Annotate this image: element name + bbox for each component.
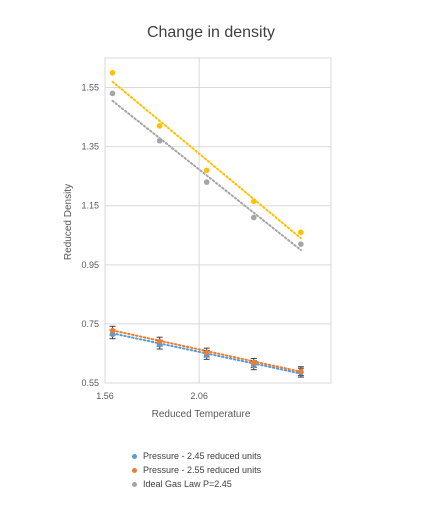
legend-label: Ideal Gas Law P=2.45 (143, 479, 232, 489)
y-tick-label: 0.55 (81, 378, 99, 388)
point-layer (109, 69, 304, 376)
y-tick-label: 0.75 (81, 319, 99, 329)
data-point-series-1 (109, 327, 116, 334)
legend-label: Pressure - 2.45 reduced units (143, 451, 262, 461)
legend-item: Pressure - 2.55 reduced units (132, 463, 261, 477)
data-point-series-1 (298, 368, 304, 374)
grid-layer (104, 57, 332, 384)
trendline-layer (111, 80, 302, 375)
data-point-series-2 (250, 214, 257, 221)
legend-marker (132, 467, 137, 473)
x-axis-label: Reduced Temperature (152, 409, 251, 420)
x-tick-label: 1.56 (96, 391, 114, 401)
data-point-series-3 (203, 167, 210, 174)
x-tick-label: 2.06 (190, 391, 208, 401)
y-tick-label: 0.95 (81, 260, 99, 270)
y-axis-label: Reduced Density (63, 184, 74, 260)
axis-layer: 0.55 0.75 0.95 1.15 1.35 1.55 1.56 2.06 (81, 83, 207, 401)
plot-border (104, 57, 332, 384)
y-tick-label: 1.15 (81, 201, 99, 211)
legend-item: Pressure - 2.45 reduced units (132, 449, 261, 463)
data-point-series-3 (298, 229, 304, 236)
data-point-series-2 (298, 241, 304, 247)
trendline-series-3 (111, 80, 302, 240)
legend-label: Pressure - 2.55 reduced units (143, 465, 262, 475)
data-point-series-3 (109, 69, 116, 76)
data-point-series-1 (203, 349, 210, 356)
y-tick-label: 1.35 (81, 142, 99, 152)
y-tick-label: 1.55 (81, 83, 99, 93)
data-point-series-2 (109, 90, 116, 97)
legend-marker (132, 481, 137, 487)
legend-item: Ideal Gas Law P=2.45 (132, 477, 261, 491)
data-point-series-2 (156, 137, 163, 144)
chart-title: Change in density (146, 24, 276, 41)
data-point-series-1 (250, 360, 257, 366)
legend-marker (132, 453, 137, 459)
trendline-series-2 (111, 99, 302, 252)
data-point-series-3 (156, 123, 163, 129)
legend: Pressure - 2.45 reduced units Pressure - … (132, 449, 261, 491)
data-point-series-3 (250, 198, 257, 205)
data-point-series-2 (203, 179, 210, 185)
data-point-series-1 (156, 338, 163, 345)
